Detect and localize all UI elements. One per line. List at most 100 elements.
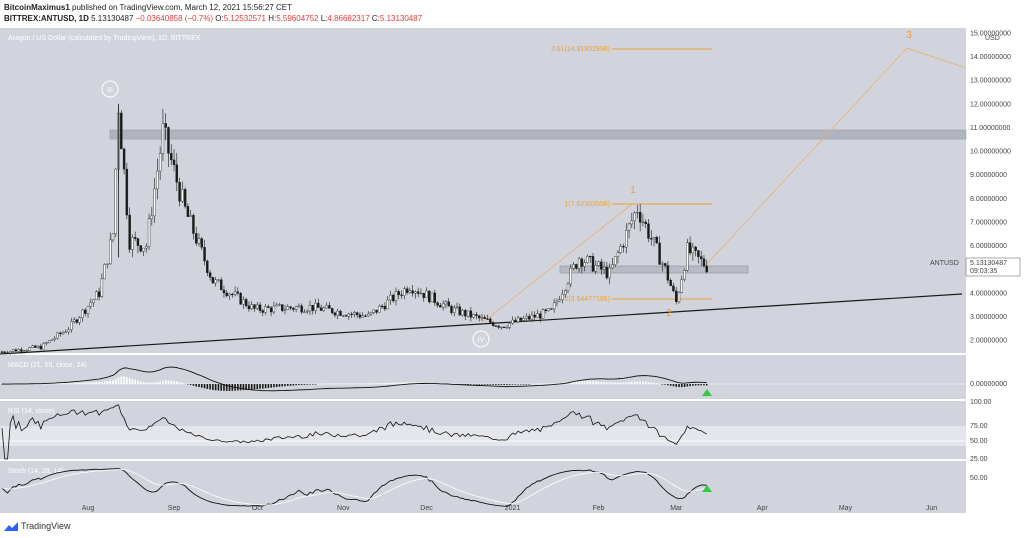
macd-bar (184, 383, 186, 384)
candle-body (3, 351, 6, 353)
macd-bar (126, 376, 128, 384)
candle-body (550, 308, 553, 310)
rsi-line (1, 404, 707, 460)
candle-body (394, 291, 398, 302)
macd-bar (703, 384, 705, 386)
macd-bar (375, 383, 378, 384)
candle-body (591, 256, 595, 272)
candle-body (622, 246, 625, 248)
candle-body (133, 237, 137, 239)
macd-bar (572, 381, 575, 384)
macd-bar (198, 384, 200, 388)
candle-body (661, 263, 664, 265)
author-name[interactable]: BitcoinMaximus1 (4, 3, 70, 12)
candle-body (172, 159, 176, 165)
candle-body (519, 317, 523, 321)
macd-bar (522, 384, 525, 385)
candle-body (378, 305, 381, 313)
x-tick-label: Jun (926, 505, 937, 512)
candle-body (217, 279, 220, 281)
candle-body (275, 304, 278, 307)
macd-bar (545, 383, 547, 384)
candle-body (203, 247, 206, 262)
macd-pane-bg (0, 355, 966, 399)
macd-bar (589, 381, 592, 384)
macd-bar (306, 384, 309, 385)
candle-body (441, 303, 445, 308)
macd-bar (231, 384, 234, 391)
candle-body (638, 212, 642, 223)
candle-body (575, 264, 578, 269)
candle-body (67, 329, 70, 333)
candle-body (461, 310, 464, 316)
candle-body (361, 315, 364, 318)
macd-bar (361, 383, 364, 384)
macd-bar (311, 384, 314, 385)
chart-canvas[interactable]: Aragon / US Dollar (calculated by Tradin… (0, 28, 1024, 516)
macd-bar (212, 384, 214, 390)
candle-body (677, 292, 681, 302)
macd-bar (267, 384, 270, 388)
macd-bar (275, 384, 278, 388)
macd-bar (120, 376, 123, 384)
macd-bar (76, 382, 78, 384)
candle-body (541, 309, 545, 319)
macd-bar (700, 384, 702, 386)
candle-body (192, 215, 195, 234)
open-value: 5.12532571 (223, 14, 266, 23)
wave-3-label: 3 (906, 30, 912, 41)
candle-body (92, 299, 95, 304)
candle-body (500, 326, 503, 329)
candle-body (561, 294, 564, 301)
macd-bar (378, 383, 381, 384)
macd-bar (87, 382, 89, 384)
macd-bar (625, 382, 628, 384)
macd-bar (631, 381, 633, 384)
candle-body (436, 302, 439, 306)
price-label-symbol: ANTUSD (930, 260, 959, 267)
currency-label: USD (985, 35, 1000, 42)
candle-body (242, 299, 245, 305)
candle-body (0, 351, 4, 353)
y-tick-label: 13.00000000 (970, 78, 1011, 85)
candle-body (583, 262, 586, 267)
candle-body (536, 313, 539, 318)
wave-iii-circle (101, 80, 119, 98)
macd-bar (586, 381, 589, 384)
macd-bar (667, 384, 669, 386)
macd-bar (578, 381, 580, 384)
candle-body (383, 305, 387, 310)
macd-bar (558, 382, 561, 384)
macd-bar (658, 383, 661, 385)
close-value: 5.13130487 (379, 14, 423, 23)
y-tick-label: 4.00000000 (970, 290, 1007, 297)
candle-body (680, 279, 683, 293)
candle-body (663, 263, 667, 266)
tradingview-logo[interactable]: TradingView (4, 521, 71, 531)
x-tick-label: Aug (82, 505, 95, 512)
candle-body (380, 305, 384, 308)
macd-bar (181, 382, 184, 384)
macd-bar (339, 383, 342, 385)
candle-body (666, 265, 670, 281)
macd-bar (520, 384, 522, 385)
y-tick-label: 7.00000000 (970, 219, 1007, 226)
candle-body (344, 315, 348, 317)
macd-bar (694, 384, 697, 386)
last-price: 5.13130487 (91, 14, 134, 23)
y-tick-label: 8.00000000 (970, 196, 1007, 203)
macd-bar (81, 382, 84, 384)
macd-bar (472, 384, 475, 385)
candle-body (147, 218, 151, 247)
macd-bar (642, 381, 644, 384)
x-tick-label: Apr (757, 505, 769, 512)
candle-body (439, 305, 442, 308)
macd-bar (669, 384, 672, 386)
macd-bar (406, 382, 408, 384)
candle-body (502, 326, 506, 329)
macd-bar (128, 378, 131, 384)
candle-body (566, 283, 570, 291)
macd-bar (550, 383, 553, 384)
candle-body (84, 309, 87, 314)
macd-bar (303, 384, 306, 385)
